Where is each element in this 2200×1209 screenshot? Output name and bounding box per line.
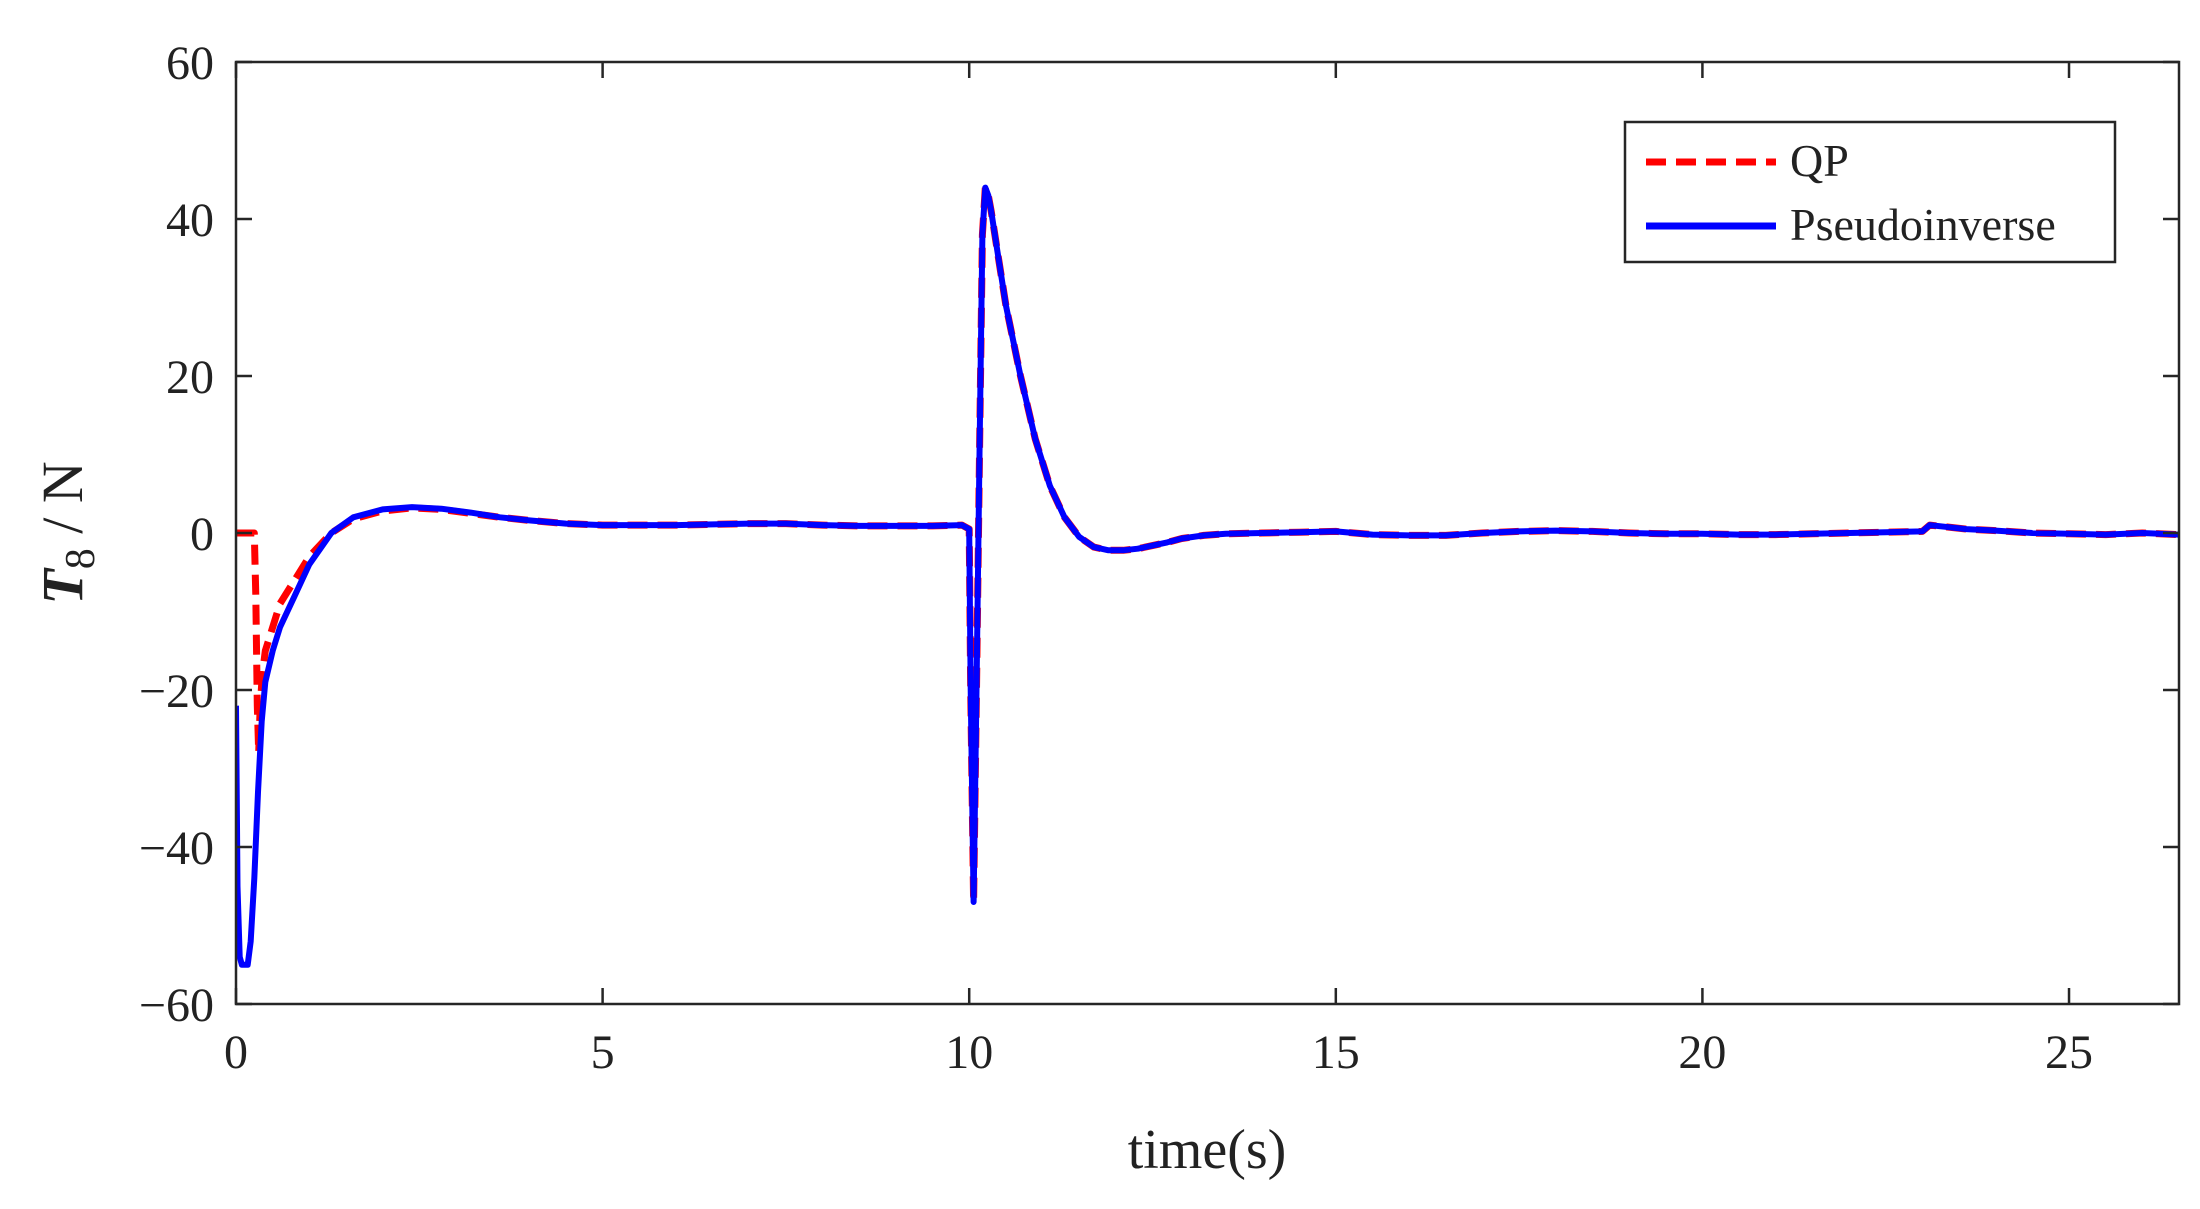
legend: QP Pseudoinverse [1623, 120, 2117, 264]
series-layer [236, 184, 2179, 968]
x-tick-label: 20 [1678, 1026, 1726, 1079]
y-axis-label-unit: / N [30, 461, 95, 548]
x-tick-label: 10 [945, 1026, 993, 1079]
y-tick-label: 20 [166, 351, 214, 404]
y-axis-label: T8 / N [30, 461, 104, 604]
y-tick-label: 0 [190, 508, 214, 561]
legend-qp-label: QP [1790, 135, 1849, 186]
y-tick-label: 60 [166, 37, 214, 90]
y-axis-label-subscript: 8 [58, 548, 104, 569]
y-tick-label: −60 [139, 979, 214, 1032]
x-axis-label: time(s) [1128, 1119, 1287, 1181]
x-tick-label: 25 [2045, 1026, 2093, 1079]
y-axis-label-symbol: T [30, 567, 95, 605]
x-tick-label: 0 [224, 1026, 248, 1079]
y-axis-label-text: T8 / N [30, 461, 104, 604]
y-tick-label: 40 [166, 194, 214, 247]
y-tick-label: −20 [139, 665, 214, 718]
tick-layer: 0 5 10 15 20 25 −60 −40 −20 0 20 40 60 [139, 37, 2179, 1079]
y-tick-label: −40 [139, 822, 214, 875]
x-tick-label: 5 [591, 1026, 615, 1079]
x-tick-label: 15 [1312, 1026, 1360, 1079]
legend-box [1623, 120, 2117, 264]
legend-pseudoinverse-label: Pseudoinverse [1790, 199, 2056, 250]
series-line-pseudoinverse [236, 184, 2179, 968]
